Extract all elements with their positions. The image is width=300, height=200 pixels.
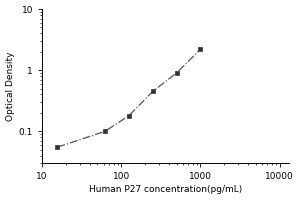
Y-axis label: Optical Density: Optical Density xyxy=(6,51,15,121)
X-axis label: Human P27 concentration(pg/mL): Human P27 concentration(pg/mL) xyxy=(89,185,242,194)
